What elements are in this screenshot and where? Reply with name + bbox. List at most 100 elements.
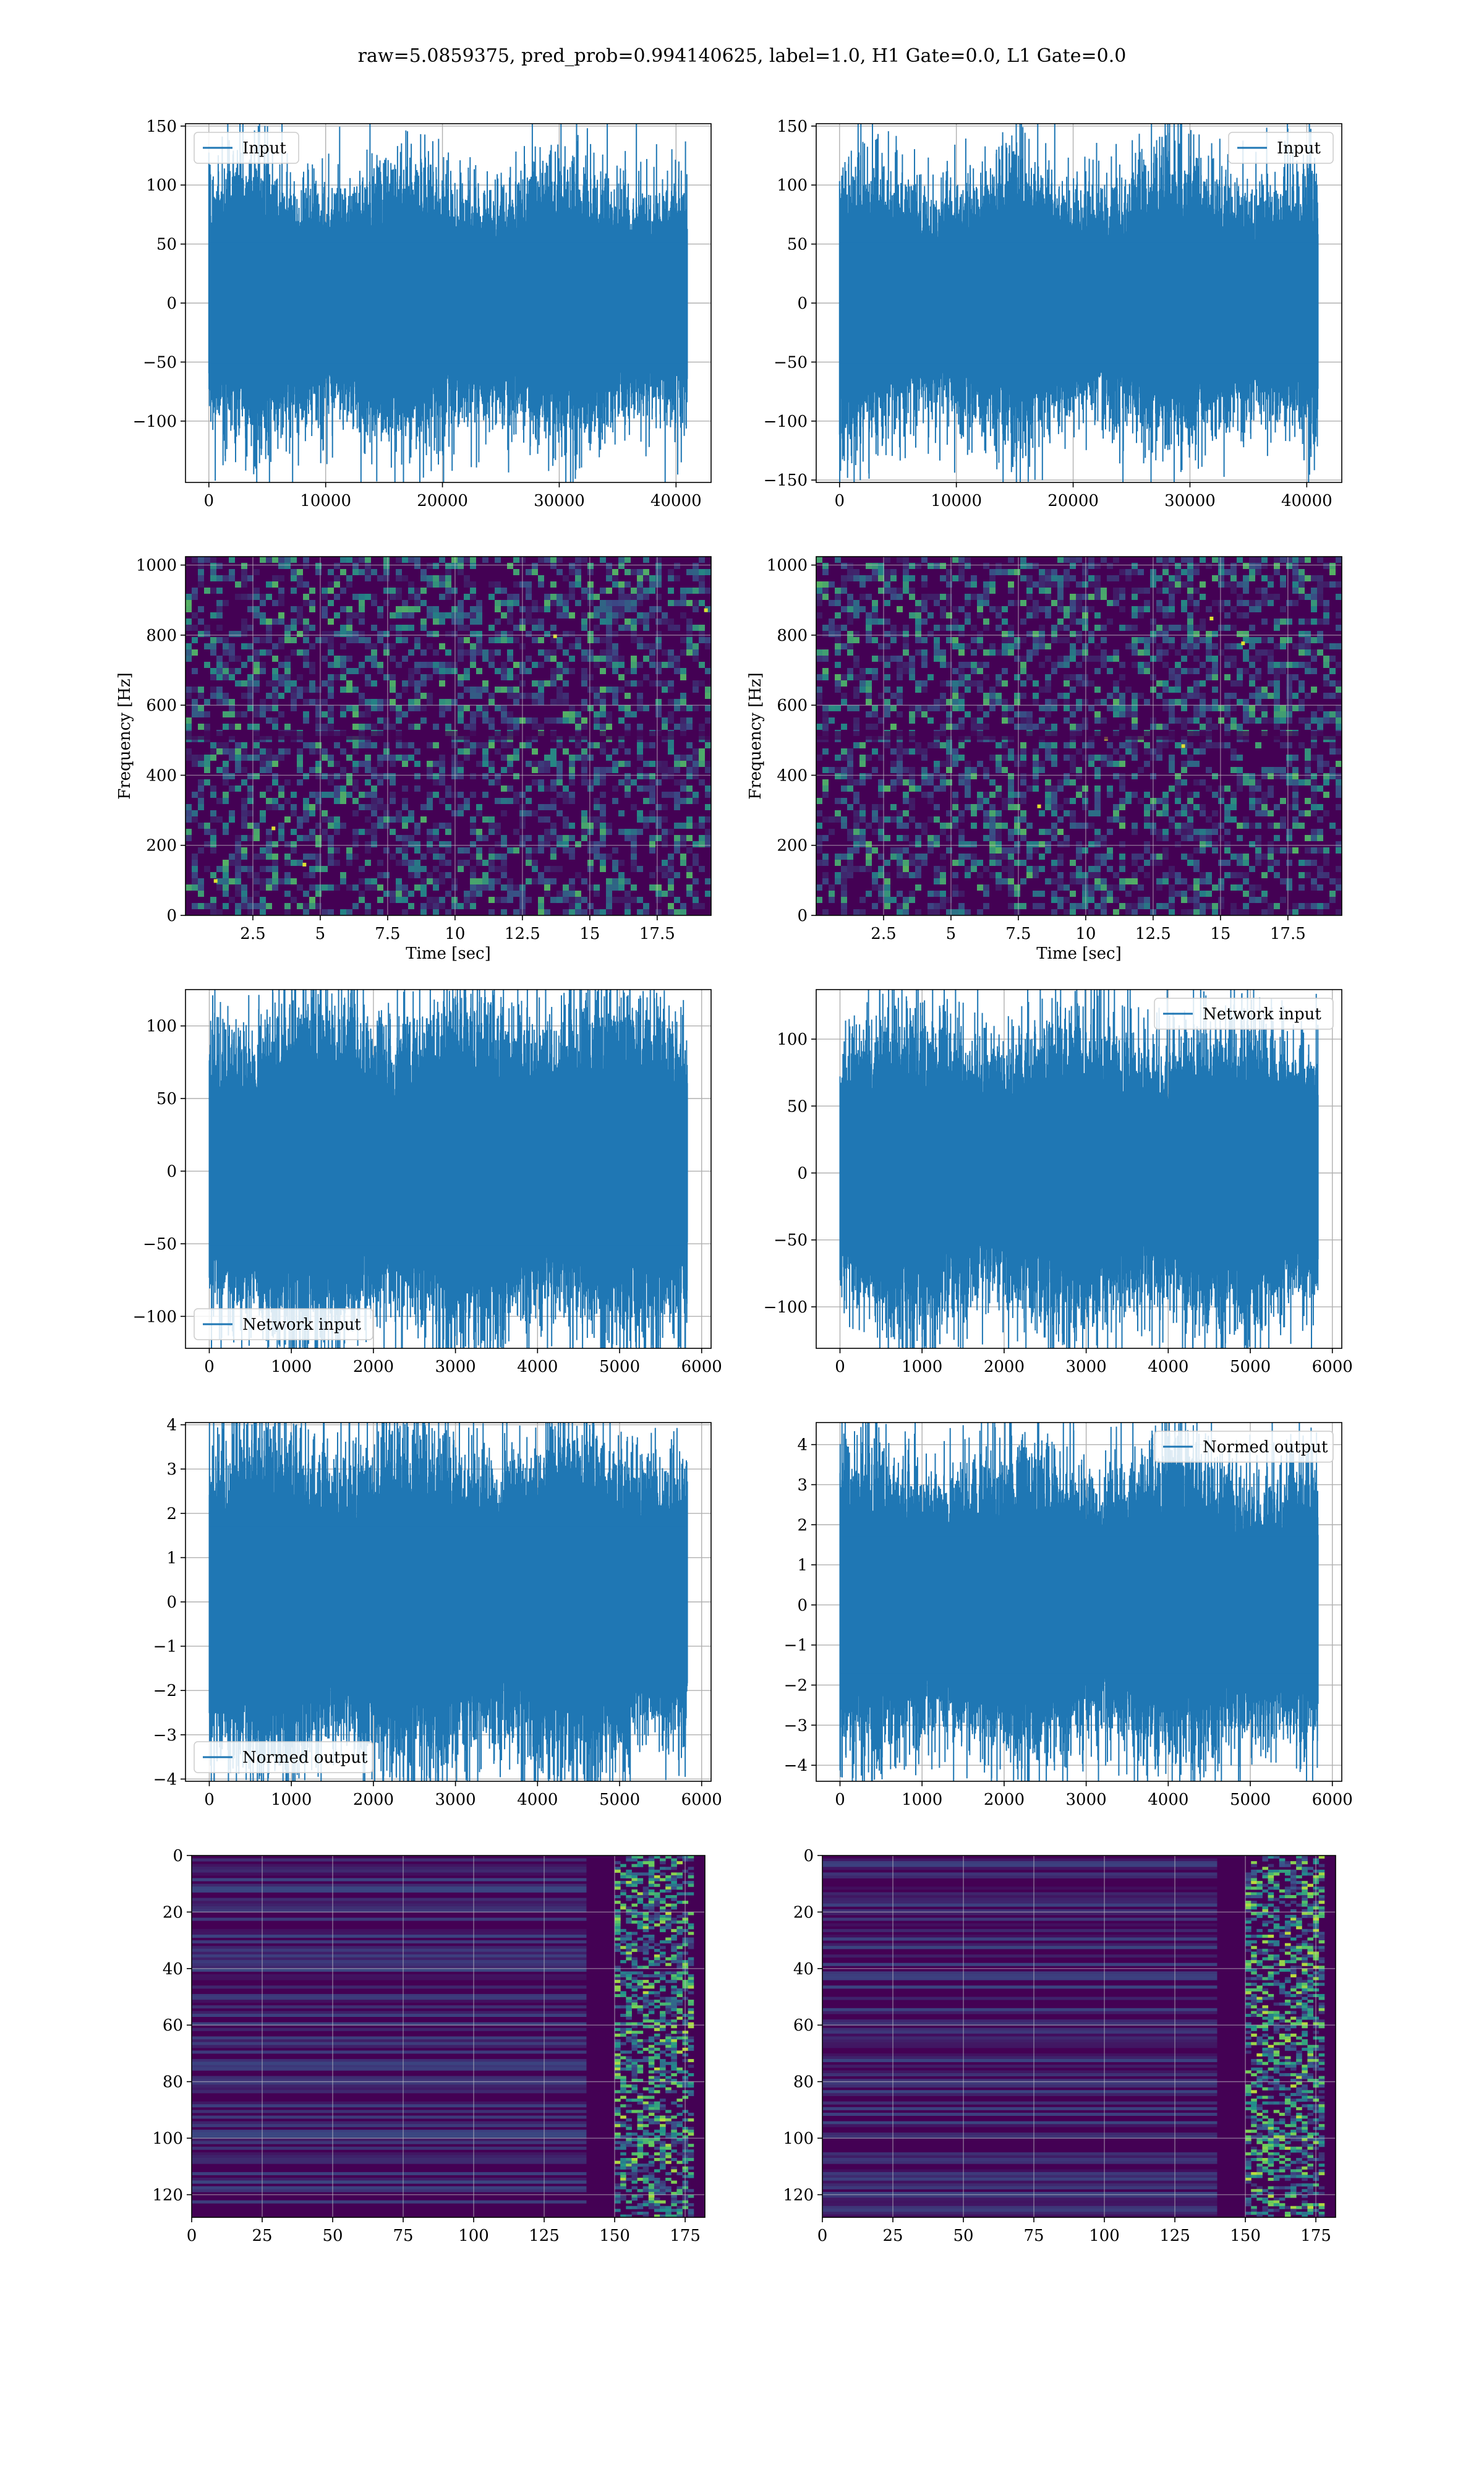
ts-network-right-xtick-label: 1000 <box>902 1358 942 1376</box>
ts-input-right-ytick-label: −150 <box>764 471 808 490</box>
feat-left-image-cells <box>192 1856 694 2217</box>
ts-normed-left-plot-area <box>186 1423 711 1781</box>
ts-input-right-plot-area <box>816 124 1342 482</box>
spec-left-ytick-label: 0 <box>166 907 177 925</box>
feat-right-ytick-label: 20 <box>793 1903 814 1922</box>
ts-normed-right-legend-label: Normed output <box>1203 1438 1328 1457</box>
spec-right-frame <box>816 556 1342 916</box>
ts-normed-left-xtick-label: 6000 <box>681 1791 722 1809</box>
ts-normed-right-legend-box <box>1154 1431 1334 1463</box>
ts-input-right-legend-label: Input <box>1277 139 1321 158</box>
ts-network-right-ytick-label: 0 <box>797 1164 808 1183</box>
ts-normed-right-ytick-label: 3 <box>797 1476 808 1494</box>
ts-input-left-xtick-label: 0 <box>204 492 215 510</box>
spec-right-xtick-label: 10 <box>1075 925 1096 943</box>
ts-input-right-xtick-label: 30000 <box>1164 492 1216 510</box>
ts-normed-left-legend-box <box>194 1741 373 1773</box>
ts-network-left-ytick-label: −100 <box>133 1308 177 1326</box>
ts-input-left-ytick-label: 100 <box>146 176 177 195</box>
panels: 0 10000 20000 30000 40000−100−50050100150Inp… <box>116 118 1353 2245</box>
ts-input-left-series-core <box>208 242 688 364</box>
ts-normed-left-legend: Normed output <box>194 1741 373 1773</box>
spec-left-ylabel: Frequency [Hz] <box>116 672 134 800</box>
ts-network-left-frame <box>185 989 712 1349</box>
ts-network-left-xtick-label: 3000 <box>435 1358 476 1376</box>
feat-left-ytick-label: 100 <box>152 2129 183 2148</box>
ts-normed-right-ytick-label: 2 <box>797 1516 808 1534</box>
ts-normed-right-legend: Normed output <box>1154 1431 1334 1463</box>
ts-normed-left-xtick-label: 0 <box>204 1791 215 1809</box>
feat-left-xtick-label: 125 <box>529 2227 560 2245</box>
feat-left-ytick-label: 20 <box>163 1903 183 1922</box>
ts-normed-right-frame <box>816 1422 1342 1782</box>
spec-right-xtick-label: 2.5 <box>871 925 896 943</box>
feat-left-xtick-label: 100 <box>458 2227 489 2245</box>
ts-normed-right-ytick-label: −4 <box>784 1757 808 1775</box>
ts-input-left-legend-box <box>194 132 299 164</box>
ts-normed-right-plot-area <box>816 1423 1342 1781</box>
ts-network-left-plot-area <box>186 990 711 1348</box>
ts-input-left-xtick-label: 10000 <box>300 492 351 510</box>
ts-network-left-xtick-label: 4000 <box>517 1358 558 1376</box>
ts-normed-right-ytick-label: 0 <box>797 1596 808 1615</box>
spec-right-ytick-label: 0 <box>797 907 808 925</box>
spec-left-grid <box>186 557 711 915</box>
ts-network-right-series-core <box>840 1105 1318 1241</box>
ts-normed-left-xtick-label: 5000 <box>599 1791 640 1809</box>
feat-left-xtick-label: 75 <box>393 2227 413 2245</box>
spec-left-ytick-label: 200 <box>146 837 177 855</box>
feat-left-xtick-label: 175 <box>670 2227 701 2245</box>
feat-left-panel: 0 25 50 75 100 125 150 175 0 20 40 60 80 100 120 <box>152 1847 706 2245</box>
ts-network-right-plot-area <box>816 990 1342 1348</box>
spec-right-image-cells <box>816 557 1342 915</box>
ts-network-left-legend: Network input <box>194 1308 373 1340</box>
feat-left-frame <box>191 1855 706 2218</box>
ts-normed-left-ytick-label: 2 <box>166 1505 177 1523</box>
ts-network-right-xtick-label: 3000 <box>1066 1358 1107 1376</box>
feat-right-image-cells <box>822 1856 1325 2217</box>
ts-normed-left-ytick-label: −2 <box>153 1682 177 1700</box>
ts-network-left-ytick-label: 50 <box>156 1090 177 1108</box>
feat-right-frame <box>822 1855 1336 2218</box>
spec-left-panel: 2.5 5 7.5 10 12.5 15 17.5 0 200 400 600 800 1000 Time… <box>116 556 712 963</box>
spec-left-ytick-label: 1000 <box>136 557 177 575</box>
spec-left-xtick-label: 10 <box>445 925 465 943</box>
feat-left-grid <box>192 1856 705 2217</box>
ts-network-right-legend-label: Network input <box>1203 1005 1321 1024</box>
ts-normed-left-ytick-label: 0 <box>166 1593 177 1612</box>
ts-normed-right-xtick-label: 5000 <box>1230 1791 1271 1809</box>
ts-network-right-ytick-label: −50 <box>774 1231 808 1250</box>
ts-normed-left-panel: 0 1000 2000 3000 4000 5000 6000 −4 −3 −2 −1 0 1 2 3 4 No… <box>153 1416 722 1809</box>
ts-input-left-ytick-label: 0 <box>166 294 177 313</box>
ts-input-left-ytick-label: 150 <box>146 118 177 136</box>
ts-input-left-legend: Input <box>194 132 299 164</box>
ts-input-left-plot-area <box>186 124 711 482</box>
feat-right-ytick-label: 60 <box>793 2016 814 2035</box>
ts-input-right-series-core <box>839 242 1318 364</box>
ts-normed-right-panel: 0 1000 2000 3000 4000 5000 6000 −4 −3 −2 −1 0 1 2 3 4 No… <box>784 1422 1353 1809</box>
ts-input-left-ytick-label: −50 <box>143 353 177 372</box>
ts-normed-left-legend-label: Normed output <box>242 1748 368 1767</box>
ts-input-right-ytick-label: 0 <box>797 294 808 313</box>
feat-right-xtick-label: 125 <box>1159 2227 1190 2245</box>
ts-normed-left-series-core <box>209 1526 688 1677</box>
figure-suptitle: raw=5.0859375, pred_prob=0.994140625, la… <box>358 45 1127 67</box>
ts-input-right-xtick-label: 0 <box>835 492 845 510</box>
spec-right-xtick-label: 5 <box>946 925 957 943</box>
feat-left-xtick-label: 25 <box>252 2227 272 2245</box>
spec-left-xtick-label: 12.5 <box>505 925 540 943</box>
ts-input-left-panel: 0 10000 20000 30000 40000 −100 −50 0 50 100 150 Inp… <box>133 118 712 510</box>
feat-right-panel: 0 25 50 75 100 125 150 175 0 20 40 60 80 100 120 <box>783 1847 1336 2245</box>
ts-normed-left-xtick-label: 3000 <box>435 1791 476 1809</box>
ts-network-left-ytick-label: 100 <box>146 1017 177 1036</box>
ts-input-right-ytick-label: 50 <box>787 236 808 254</box>
ts-network-right-ytick-label: −100 <box>764 1298 808 1317</box>
ts-normed-right-xtick-label: 6000 <box>1312 1791 1353 1809</box>
feat-right-xtick-label: 0 <box>817 2227 828 2245</box>
ts-input-left-legend-label: Input <box>242 139 286 158</box>
feat-left-ytick-label: 60 <box>163 2016 183 2035</box>
ts-input-right-ytick-label: −50 <box>774 353 808 372</box>
ts-normed-left-ytick-label: −3 <box>153 1726 177 1745</box>
ts-network-right-ytick-label: 50 <box>787 1097 808 1116</box>
feat-left-plot-area <box>192 1856 705 2217</box>
